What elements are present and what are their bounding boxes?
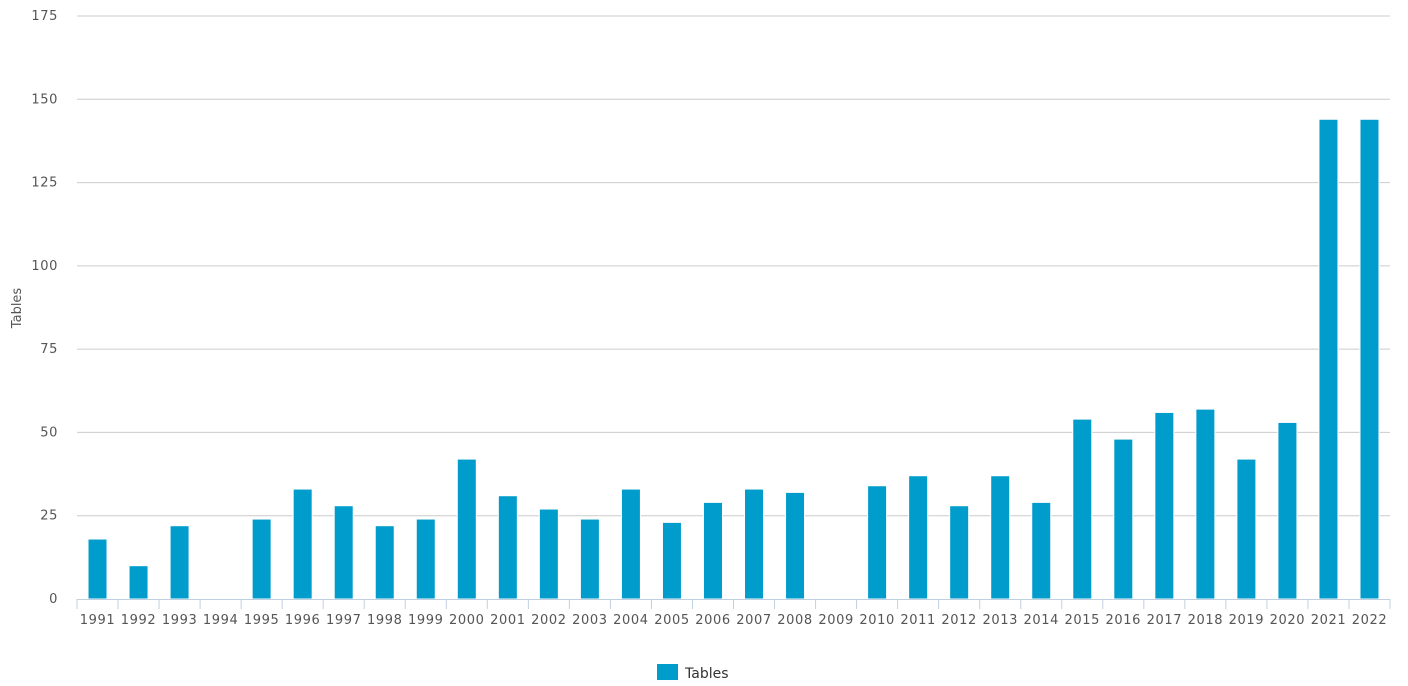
bar-1995[interactable] [251, 518, 272, 600]
x-tick-label: 2016 [1106, 613, 1141, 628]
x-tick-label: 2017 [1147, 613, 1182, 628]
bar-2011[interactable] [908, 475, 929, 600]
y-tick-label: 75 [40, 342, 58, 357]
x-tick-label: 2013 [982, 613, 1017, 628]
bar-1998[interactable] [374, 525, 395, 600]
x-tick-label: 1996 [285, 613, 320, 628]
x-axis-ticks: 1991 1992 1993 1994 1995 1996 1997 1998 1999 2000… [80, 613, 1387, 628]
x-tick-label: 1997 [326, 613, 361, 628]
bar-2002[interactable] [538, 508, 559, 600]
x-tick-label: 1991 [80, 613, 115, 628]
bar-2001[interactable] [497, 495, 518, 600]
x-tick-label: 2021 [1311, 613, 1346, 628]
bar-2022[interactable] [1359, 118, 1380, 600]
y-tick-label: 25 [40, 509, 58, 524]
x-tick-label: 2018 [1188, 613, 1223, 628]
bar-2003[interactable] [579, 518, 600, 600]
bar-2004[interactable] [620, 488, 641, 600]
x-tick-label: 2012 [941, 613, 976, 628]
y-tick-label: 175 [31, 9, 58, 24]
x-tick-label: 2011 [900, 613, 935, 628]
bar-2016[interactable] [1113, 438, 1134, 600]
x-tick-label: 2003 [572, 613, 607, 628]
bar-2013[interactable] [990, 475, 1011, 600]
x-tick-label: 2020 [1270, 613, 1305, 628]
x-tick-label: 1994 [203, 613, 238, 628]
y-tick-label: 150 [31, 92, 58, 107]
x-tick-label: 2008 [777, 613, 812, 628]
x-tick-label: 2007 [736, 613, 771, 628]
x-tick-label: 2005 [654, 613, 689, 628]
x-tick-label: 1995 [244, 613, 279, 628]
bar-1993[interactable] [169, 525, 190, 600]
bar-1992[interactable] [128, 565, 149, 600]
bar-2015[interactable] [1072, 418, 1093, 600]
x-tick-label: 2009 [818, 613, 853, 628]
bar-2017[interactable] [1154, 411, 1175, 600]
x-tick-label: 1993 [162, 613, 197, 628]
bar-2012[interactable] [949, 505, 970, 600]
bar-2019[interactable] [1236, 458, 1257, 600]
bar-2000[interactable] [456, 458, 477, 600]
y-tick-label: 100 [31, 259, 58, 274]
legend-label[interactable]: Tables [684, 666, 729, 682]
x-tick-label: 2000 [449, 613, 484, 628]
bar-1996[interactable] [292, 488, 313, 600]
x-tick-label: 2006 [695, 613, 730, 628]
bar-2021[interactable] [1318, 118, 1339, 600]
x-tick-label: 2002 [531, 613, 566, 628]
x-tick-label: 2004 [613, 613, 648, 628]
y-axis-title: Tables [10, 288, 25, 330]
x-tick-label: 2019 [1229, 613, 1264, 628]
x-tick-label: 2022 [1352, 613, 1387, 628]
bar-2006[interactable] [702, 501, 723, 600]
grid-lines [77, 15, 1390, 517]
bar-2010[interactable] [867, 485, 888, 600]
bars [87, 118, 1380, 600]
x-axis [76, 599, 1391, 609]
legend-swatch[interactable] [657, 664, 678, 680]
x-tick-label: 1998 [367, 613, 402, 628]
bar-1999[interactable] [415, 518, 436, 600]
y-tick-label: 0 [49, 592, 58, 607]
bar-1991[interactable] [87, 538, 108, 600]
bar-2007[interactable] [744, 488, 765, 600]
bar-2005[interactable] [661, 521, 682, 600]
x-tick-label: 1992 [121, 613, 156, 628]
x-tick-label: 2010 [859, 613, 894, 628]
x-tick-label: 2015 [1065, 613, 1100, 628]
legend[interactable]: Tables [657, 664, 729, 682]
y-axis-ticks: 0 25 50 75 100 125 150 175 [31, 9, 58, 607]
x-tick-label: 2001 [490, 613, 525, 628]
bar-2020[interactable] [1277, 421, 1298, 600]
y-tick-label: 50 [40, 425, 58, 440]
x-tick-label: 1999 [408, 613, 443, 628]
y-tick-label: 125 [31, 176, 58, 191]
x-tick-label: 2014 [1023, 613, 1058, 628]
bar-1997[interactable] [333, 505, 354, 600]
bar-2018[interactable] [1195, 408, 1216, 600]
bar-2014[interactable] [1031, 501, 1052, 600]
bar-2008[interactable] [785, 491, 806, 600]
